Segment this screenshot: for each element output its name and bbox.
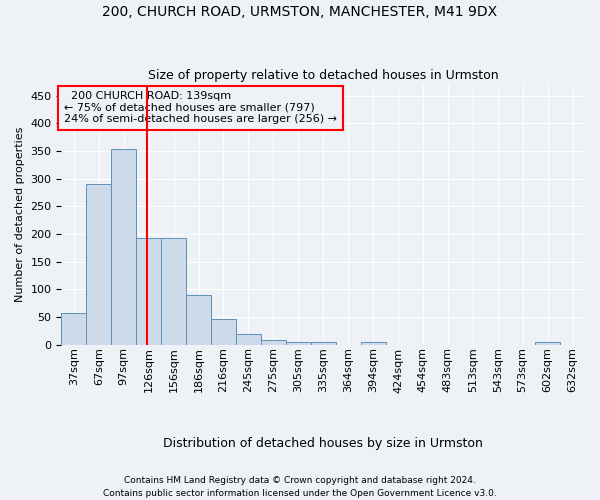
Bar bbox=[261, 340, 286, 344]
Bar bbox=[111, 148, 136, 344]
Text: Contains HM Land Registry data © Crown copyright and database right 2024.
Contai: Contains HM Land Registry data © Crown c… bbox=[103, 476, 497, 498]
Bar bbox=[236, 334, 261, 344]
Text: 200 CHURCH ROAD: 139sqm  
← 75% of detached houses are smaller (797)
24% of semi: 200 CHURCH ROAD: 139sqm ← 75% of detache… bbox=[64, 91, 337, 124]
Text: 200, CHURCH ROAD, URMSTON, MANCHESTER, M41 9DX: 200, CHURCH ROAD, URMSTON, MANCHESTER, M… bbox=[103, 5, 497, 19]
Bar bbox=[361, 342, 386, 344]
Bar bbox=[286, 342, 311, 344]
Y-axis label: Number of detached properties: Number of detached properties bbox=[15, 127, 25, 302]
Bar bbox=[61, 313, 86, 344]
Bar bbox=[311, 342, 335, 344]
Bar bbox=[535, 342, 560, 344]
Bar bbox=[136, 238, 161, 344]
Title: Size of property relative to detached houses in Urmston: Size of property relative to detached ho… bbox=[148, 69, 499, 82]
Bar bbox=[86, 184, 111, 344]
X-axis label: Distribution of detached houses by size in Urmston: Distribution of detached houses by size … bbox=[163, 437, 483, 450]
Bar bbox=[186, 295, 211, 344]
Bar bbox=[161, 238, 186, 344]
Bar bbox=[211, 319, 236, 344]
